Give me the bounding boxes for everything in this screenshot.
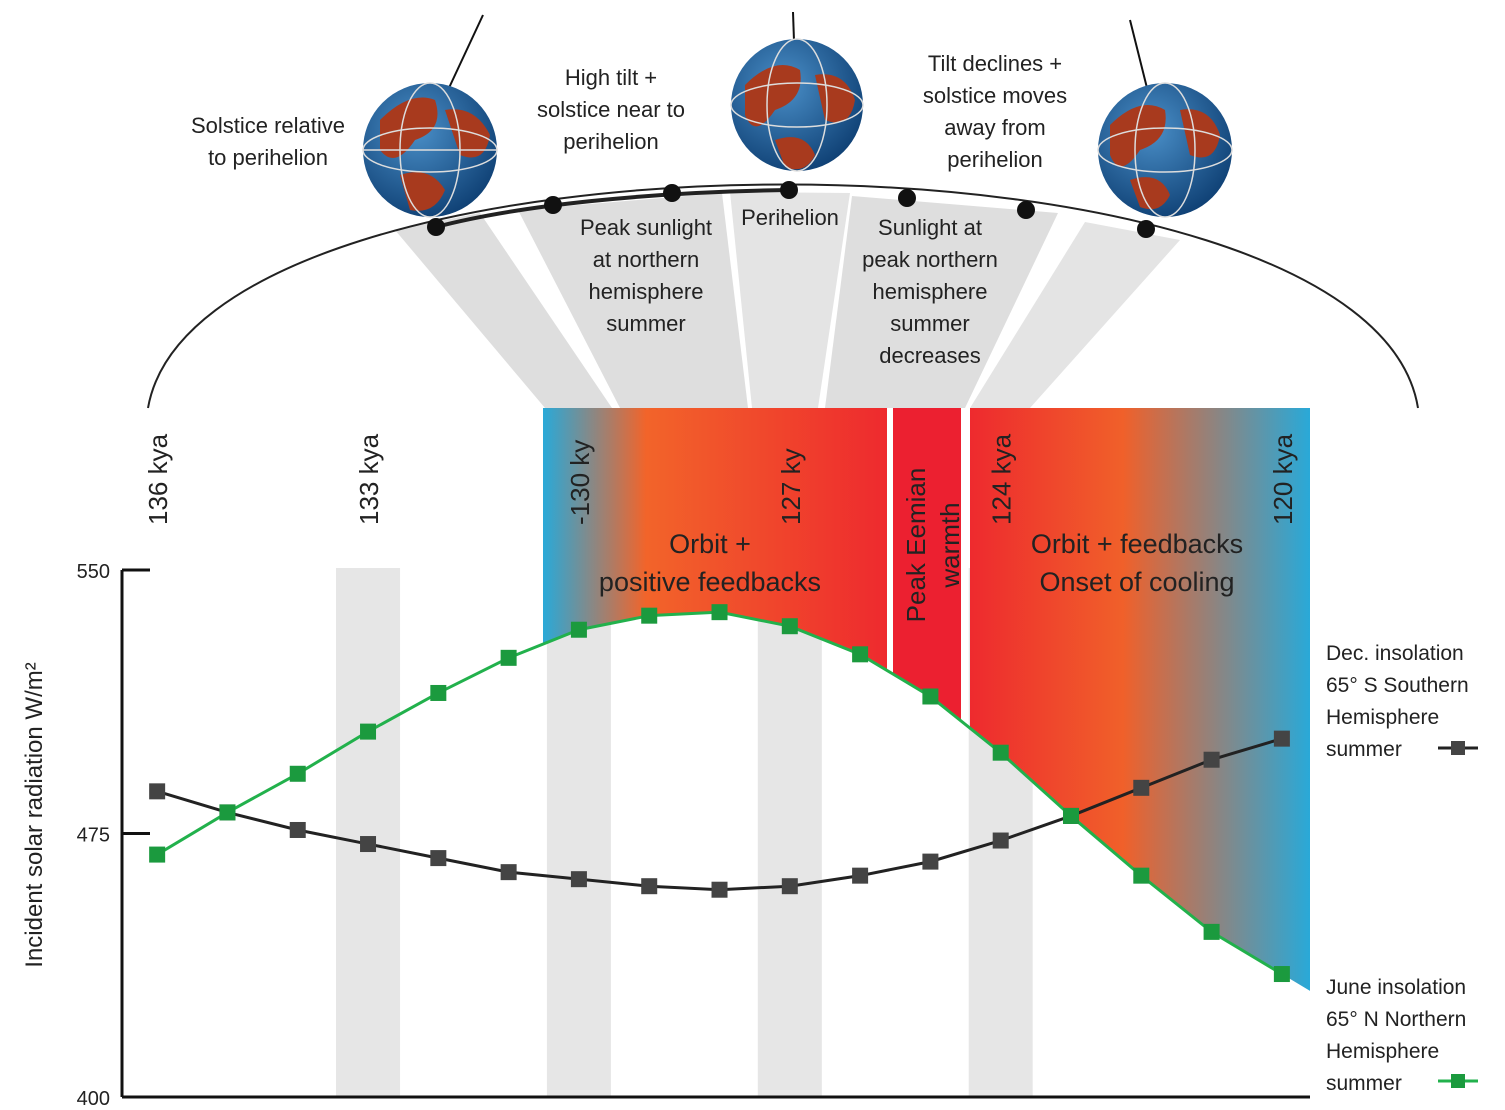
x-tick-label: 136 kya <box>143 433 173 525</box>
data-point <box>571 871 587 887</box>
x-tick-label: -130 ky <box>565 440 595 525</box>
x-tick-label: 133 kya <box>354 433 384 525</box>
annotation: solstice moves <box>923 83 1067 108</box>
legend-entry: June insolation 65° N Northern Hemispher… <box>1326 972 1494 1100</box>
globe <box>1098 20 1232 217</box>
annotation: peak northern <box>862 247 998 272</box>
annotation: perihelion <box>947 147 1042 172</box>
annotation: summer <box>890 311 969 336</box>
annotation: Peak Eemian <box>901 468 931 623</box>
x-tick-label: 124 kya <box>987 433 1017 525</box>
data-point <box>571 622 587 638</box>
annotation: positive feedbacks <box>599 567 821 597</box>
globe <box>363 15 497 217</box>
x-tick-label: 120 kya <box>1268 433 1298 525</box>
data-point <box>852 868 868 884</box>
y-tick-label: 475 <box>77 825 110 847</box>
annotation: hemisphere <box>873 279 988 304</box>
data-point <box>712 882 728 898</box>
annotation: to perihelion <box>208 145 328 170</box>
data-point <box>993 833 1009 849</box>
annotation: Sunlight at <box>878 215 982 240</box>
annotation: Peak sunlight <box>580 215 712 240</box>
data-point <box>782 618 798 634</box>
data-point <box>852 646 868 662</box>
data-point <box>641 878 657 894</box>
data-point <box>712 604 728 620</box>
data-point <box>1133 780 1149 796</box>
data-point <box>1204 924 1220 940</box>
y-tick-label: 400 <box>77 1088 110 1110</box>
data-point <box>290 822 306 838</box>
annotation: at northern <box>593 247 699 272</box>
annotation: Perihelion <box>741 205 839 230</box>
data-point <box>219 804 235 820</box>
annotation: hemisphere <box>589 279 704 304</box>
data-point <box>922 854 938 870</box>
annotation: Tilt declines + <box>928 51 1062 76</box>
data-point <box>782 878 798 894</box>
tick-band <box>336 568 400 1097</box>
annotation: warmth <box>935 502 965 588</box>
data-point <box>290 766 306 782</box>
tick-band <box>758 568 822 1097</box>
data-point <box>922 688 938 704</box>
tick-band <box>547 568 611 1097</box>
y-axis-label: Incident solar radiation W/m² <box>21 662 48 967</box>
data-point <box>641 608 657 624</box>
annotation: Orbit + <box>669 529 751 559</box>
annotation: Onset of cooling <box>1039 567 1234 597</box>
data-point <box>149 847 165 863</box>
data-point <box>501 864 517 880</box>
annotation: High tilt + <box>565 65 657 90</box>
annotation: Solstice relative <box>191 113 345 138</box>
annotation: away from <box>944 115 1045 140</box>
annotation: perihelion <box>563 129 658 154</box>
data-point <box>360 724 376 740</box>
data-point <box>1204 752 1220 768</box>
annotation: Orbit + feedbacks <box>1031 529 1243 559</box>
data-point <box>1274 966 1290 982</box>
chart: 400 475 550 136 kya 133 kya -130 ky 127 ky 124 … <box>0 0 1505 1110</box>
page: 400 475 550 136 kya 133 kya -130 ky 127 ky 124 … <box>0 0 1505 1110</box>
data-point <box>501 650 517 666</box>
annotation: solstice near to <box>537 97 685 122</box>
legend-entry: Dec. insolation 65° S Southern Hemispher… <box>1326 638 1494 766</box>
y-tick-label: 550 <box>77 561 110 583</box>
data-point <box>1274 731 1290 747</box>
data-point <box>430 685 446 701</box>
data-point <box>1133 868 1149 884</box>
x-tick-label: 127 ky <box>776 448 806 525</box>
annotation: summer <box>606 311 685 336</box>
data-point <box>360 836 376 852</box>
data-point <box>430 850 446 866</box>
data-point <box>149 783 165 799</box>
data-point <box>993 745 1009 761</box>
data-point <box>1063 808 1079 824</box>
globe <box>731 12 863 171</box>
annotation: decreases <box>879 343 981 368</box>
